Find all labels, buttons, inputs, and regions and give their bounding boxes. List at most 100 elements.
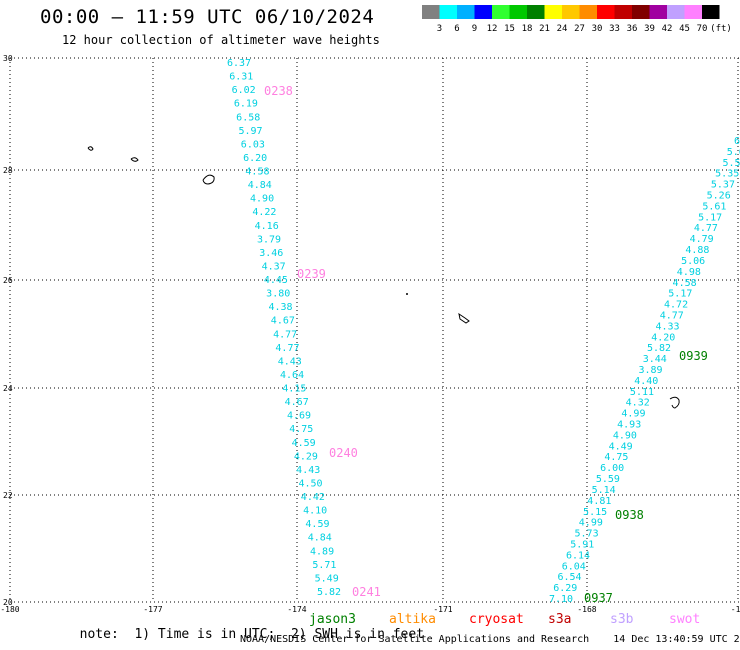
legend-swatch [579, 5, 597, 19]
x-tick-label: -168 [577, 605, 596, 614]
island-dot [406, 293, 408, 295]
legend-swatch [544, 5, 562, 19]
wave-height-value: 4.20 [651, 332, 675, 343]
wave-height-value: 3.79 [257, 234, 281, 245]
wave-height-value: 6.03 [241, 139, 265, 150]
wave-height-value: 4.67 [271, 316, 295, 327]
wave-height-value: 4.64 [280, 370, 304, 381]
legend-label: 3 [437, 24, 442, 34]
pass-time-label: 0939 [679, 349, 708, 363]
wave-height-value: 4.79 [690, 234, 714, 245]
wave-height-value: 4.98 [677, 267, 701, 278]
y-tick-label: 30 [3, 54, 13, 63]
map-title: 00:00 — 11:59 UTC 06/10/2024 [40, 6, 375, 28]
wave-height-value: 5.17 [668, 289, 692, 300]
wave-height-value: 4.43 [296, 465, 320, 476]
wave-height-value: 6.00 [600, 463, 624, 474]
legend-label: 21 [539, 24, 550, 34]
legend-swatch [509, 5, 527, 19]
wave-height-value: 4.15 [282, 384, 306, 395]
map-grid [9, 57, 740, 603]
wave-height-value: 6.04 [562, 561, 586, 572]
wave-height-value: 4.69 [287, 411, 311, 422]
wave-height-value: 5.17 [698, 212, 722, 223]
y-tick-label: 28 [3, 166, 13, 175]
satellite-tracks: 6.37 6.31 6.02 6.19 6.58 5.97 6.03 6.20 4.58 4.84… [227, 58, 740, 605]
wave-height-value: 4.45 [264, 275, 288, 286]
wave-height-value: 5.49 [315, 573, 339, 584]
legend-label: 70 [697, 24, 708, 34]
y-tick-label: 20 [3, 598, 13, 607]
wave-height-value: 6.37 [227, 58, 251, 69]
wave-height-value: 6.31 [229, 72, 253, 83]
legend-swatch [562, 5, 580, 19]
wave-height-value: 6.58 [236, 112, 260, 123]
wave-height-value: 4.99 [621, 409, 645, 420]
legend-label: 18 [522, 24, 533, 34]
wave-height-value: 5.91 [570, 539, 594, 550]
wave-height-value: 6.29 [553, 583, 577, 594]
island-outline [87, 146, 94, 151]
wave-height-value: 4.38 [268, 302, 292, 313]
wave-height-value: 5.11 [630, 387, 654, 398]
wave-height-value: 6.19 [234, 99, 258, 110]
legend-swatch [474, 5, 492, 19]
wave-height-value: 5.35 [715, 169, 739, 180]
satellite-legend-s3b: s3b [610, 612, 634, 627]
wave-height-value: 4.99 [579, 518, 603, 529]
wave-height-value: 4.77 [273, 329, 297, 340]
wave-height-value: 5.6 [727, 147, 740, 158]
wave-height-value: 4.90 [613, 430, 637, 441]
wave-height-value: 4.89 [310, 546, 334, 557]
legend-swatch [614, 5, 632, 19]
map-subtitle: 12 hour collection of altimeter wave hei… [62, 33, 380, 47]
wave-height-value: 4.81 [587, 496, 611, 507]
x-tick-label: -16 [731, 605, 740, 614]
legend-label: 45 [679, 24, 690, 34]
wave-height-value: 5.82 [647, 343, 671, 354]
legend-swatch [702, 5, 720, 19]
y-tick-label: 26 [3, 276, 13, 285]
legend-swatch [527, 5, 545, 19]
x-tick-label: -180 [0, 605, 19, 614]
wave-height-value: 4.75 [289, 424, 313, 435]
wave-height-value: 4.40 [634, 376, 658, 387]
legend-label: 39 [644, 24, 655, 34]
island-outline [458, 312, 470, 324]
legend-swatch [597, 5, 615, 19]
legend-label: 15 [504, 24, 515, 34]
satellite-legend-s3a: s3a [548, 612, 572, 627]
wave-height-value: 7.10 [549, 594, 573, 605]
wave-height-value: 5.5 [722, 158, 740, 169]
wave-height-value: 4.42 [301, 492, 325, 503]
wave-height-value: 5.61 [702, 201, 726, 212]
legend-label: 33 [609, 24, 620, 34]
wave-height-value: 4.10 [303, 506, 327, 517]
footer-note: note: 1) Time is in UTC; 2) SWH is in fe… [64, 612, 424, 642]
wave-height-value: 5.06 [681, 256, 705, 267]
x-tick-label: -171 [433, 605, 452, 614]
wave-height-value: 4.84 [308, 533, 332, 544]
pass-time-label: 0240 [329, 446, 358, 460]
x-tick-label: -177 [143, 605, 162, 614]
legend-label: 42 [662, 24, 673, 34]
island-outline [130, 157, 139, 162]
axis-tick-labels: -180 -177 -174 -171 -168 -16 30 28 26 24 22 20 [0, 54, 740, 614]
island-outline [202, 174, 215, 185]
legend-swatch [439, 5, 457, 19]
wave-height-value: 4.58 [673, 278, 697, 289]
wave-height-value: 4.77 [694, 223, 718, 234]
island-outlines [87, 146, 680, 409]
wave-height-value: 4.49 [609, 441, 633, 452]
pass-time-label: 0238 [264, 84, 293, 98]
wave-height-value: 4.88 [685, 245, 709, 256]
satellite-legend-cryosat: cryosat [469, 612, 524, 627]
wave-height-value: 4.50 [298, 478, 322, 489]
pass-time-label: 0239 [297, 267, 326, 281]
legend-label: 30 [592, 24, 603, 34]
wave-height-value: 4.59 [292, 438, 316, 449]
wave-height-value: 4.75 [604, 452, 628, 463]
legend-label: 6 [454, 24, 459, 34]
wave-height-value: 5.97 [238, 126, 262, 137]
